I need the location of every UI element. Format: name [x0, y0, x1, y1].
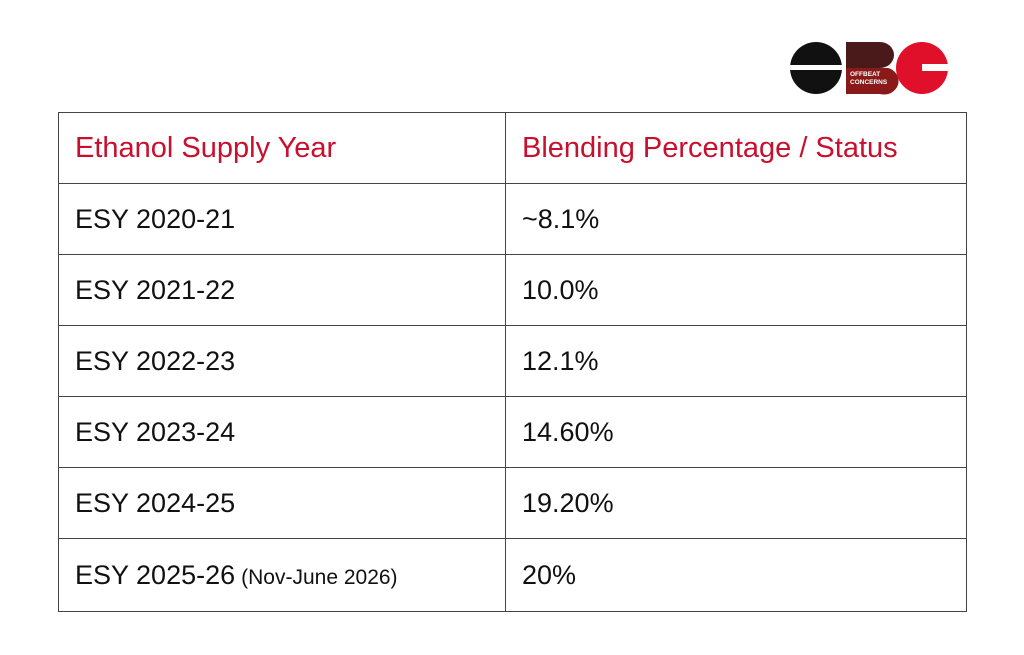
year-cell: ESY 2024-25 [58, 467, 506, 539]
value-cell: 19.20% [505, 467, 967, 539]
table-row: ESY 2022-23 12.1% [58, 325, 967, 397]
table-row: ESY 2023-24 14.60% [58, 396, 967, 468]
year-cell: ESY 2021-22 [58, 254, 506, 326]
year-label: ESY 2021-22 [75, 274, 236, 305]
year-label: ESY 2022-23 [75, 345, 236, 376]
offbeat-concerns-logo: OFFBEAT CONCERNS [788, 40, 950, 96]
value-cell: 10.0% [505, 254, 967, 326]
year-label: ESY 2024-25 [75, 487, 236, 518]
table-row: ESY 2020-21 ~8.1% [58, 183, 967, 255]
year-note: (Nov-June 2026) [241, 565, 398, 589]
year-cell: ESY 2022-23 [58, 325, 506, 397]
year-cell: ESY 2020-21 [58, 183, 506, 255]
table-row: ESY 2021-22 10.0% [58, 254, 967, 326]
header-blending-percentage: Blending Percentage / Status [505, 112, 967, 184]
year-label: ESY 2020-21 [75, 203, 236, 234]
header-ethanol-supply-year: Ethanol Supply Year [58, 112, 506, 184]
year-cell: ESY 2023-24 [58, 396, 506, 468]
svg-text:CONCERNS: CONCERNS [850, 79, 888, 86]
value-cell: 20% [505, 538, 967, 612]
value-cell: 14.60% [505, 396, 967, 468]
value-cell: ~8.1% [505, 183, 967, 255]
svg-text:OFFBEAT: OFFBEAT [850, 71, 880, 78]
table-row: ESY 2024-25 19.20% [58, 467, 967, 539]
year-cell: ESY 2025-26 (Nov-June 2026) [58, 538, 506, 612]
ethanol-blending-table: Ethanol Supply Year Blending Percentage … [58, 112, 967, 612]
value-cell: 12.1% [505, 325, 967, 397]
table-row: ESY 2025-26 (Nov-June 2026) 20% [58, 538, 967, 612]
year-label: ESY 2025-26 [75, 559, 236, 590]
table-header-row: Ethanol Supply Year Blending Percentage … [58, 112, 967, 184]
year-label: ESY 2023-24 [75, 416, 236, 447]
